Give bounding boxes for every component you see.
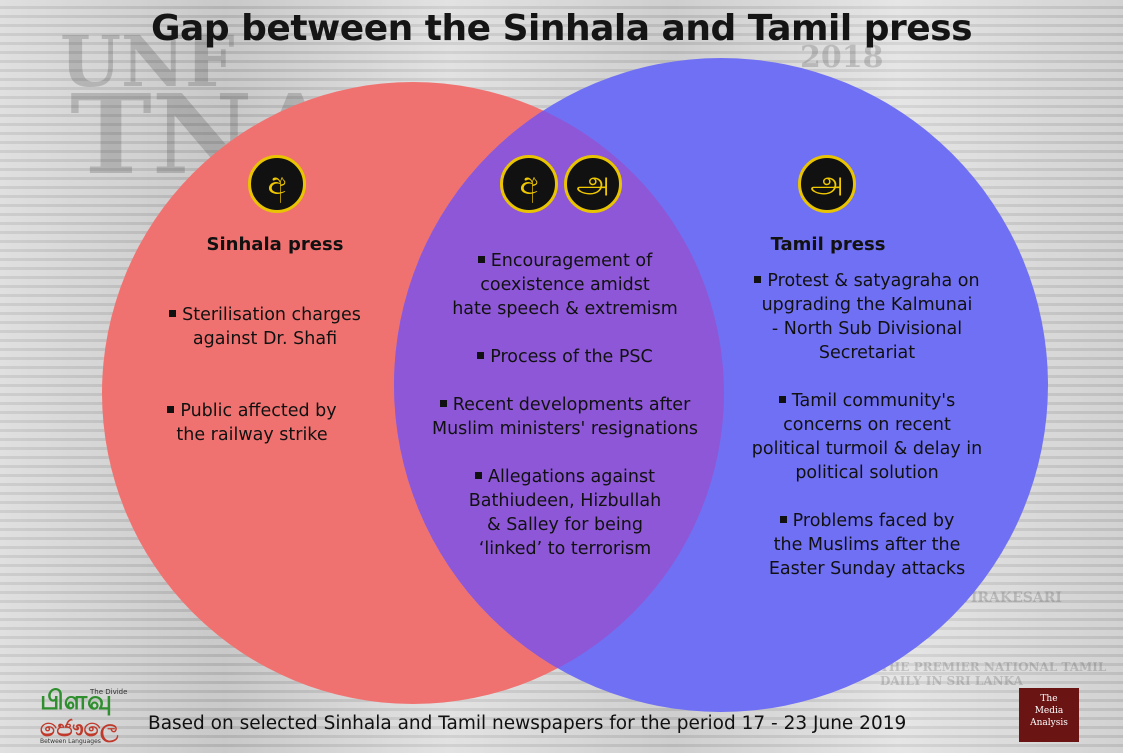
bullet-icon bbox=[779, 515, 787, 523]
tamil-letter-icon: அ bbox=[810, 164, 844, 200]
sinhala-letter-icon: අ bbox=[267, 166, 287, 202]
sinhala-item-1: Sterilisation charges against Dr. Shafi bbox=[115, 303, 415, 351]
bullet-icon bbox=[167, 405, 175, 413]
source-footnote: Based on selected Sinhala and Tamil news… bbox=[148, 713, 907, 734]
sinhala-letter-badge: අ bbox=[248, 155, 306, 213]
overlap-item-4: Allegations against Bathiudeen, Hizbulla… bbox=[468, 467, 662, 559]
bullet-icon bbox=[475, 471, 482, 479]
bullet-icon bbox=[477, 255, 485, 263]
page-title: Gap between the Sinhala and Tamil press bbox=[150, 8, 973, 49]
tamil-press-heading: Tamil press bbox=[770, 234, 886, 255]
bg-newsprint-5: VIRAKESARI bbox=[960, 590, 1062, 606]
tamil-item-2: Tamil community's concerns on recent pol… bbox=[751, 391, 983, 483]
bullet-icon bbox=[778, 395, 786, 403]
tamil-letter-icon: அ bbox=[576, 164, 610, 200]
bullet-icon bbox=[754, 275, 762, 283]
center-tamil-badge: அ bbox=[564, 155, 622, 213]
center-sinhala-badge: අ bbox=[500, 155, 558, 213]
bullet-icon bbox=[477, 351, 485, 359]
tamil-letter-badge: அ bbox=[798, 155, 856, 213]
bg-newsprint-1: UNF bbox=[60, 20, 235, 103]
sinhala-press-heading: Sinhala press bbox=[206, 234, 344, 255]
bg-newsprint-3: 2018 bbox=[800, 40, 884, 75]
bg-newsprint-6: THE PREMIER NATIONAL TAMIL DAILY IN SRI … bbox=[880, 660, 1107, 688]
sinhala-letter-icon: අ bbox=[519, 166, 539, 202]
overlap-item-1: Encouragement of coexistence amidst hate… bbox=[452, 251, 678, 319]
sinhala-item-2: Public affected by the railway strike bbox=[102, 399, 402, 447]
overlap-item-3: Recent developments after Muslim ministe… bbox=[431, 395, 699, 439]
overlap-region bbox=[394, 82, 724, 704]
tamil-item-1: Protest & satyagraha on upgrading the Ka… bbox=[712, 269, 1022, 365]
overlap-item-2: Process of the PSC bbox=[410, 345, 720, 369]
bullet-icon bbox=[439, 399, 447, 407]
media-analysis-logo: The Media Analysis bbox=[1019, 688, 1079, 742]
tamil-item-3: Problems faced by the Muslims after the … bbox=[768, 511, 966, 579]
bullet-icon bbox=[169, 309, 177, 317]
the-divide-logo: பிளவு The Divide ජෞලෙ Between Languages bbox=[40, 686, 128, 745]
